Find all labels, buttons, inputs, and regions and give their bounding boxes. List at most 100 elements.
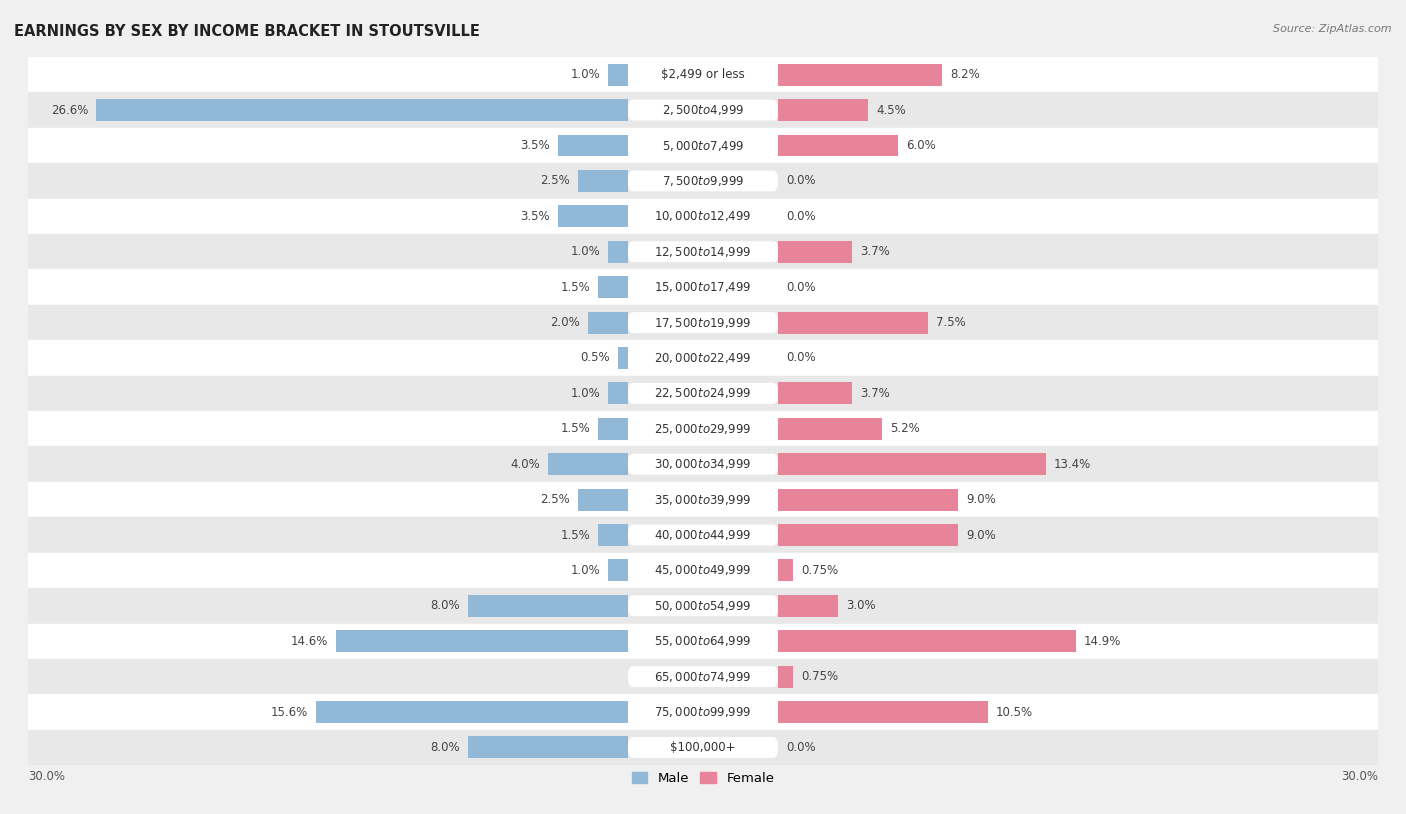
Text: $75,000 to $99,999: $75,000 to $99,999	[654, 705, 752, 719]
Bar	[28, 57, 1378, 92]
Text: Source: ZipAtlas.com: Source: ZipAtlas.com	[1274, 24, 1392, 34]
Bar	[28, 163, 1378, 199]
Bar	[316, 701, 628, 723]
Bar	[28, 375, 1378, 411]
Bar	[607, 63, 628, 85]
Bar	[28, 92, 1378, 128]
Bar	[28, 411, 1378, 446]
Text: 15.6%: 15.6%	[271, 706, 308, 719]
Bar	[578, 170, 628, 192]
FancyBboxPatch shape	[628, 312, 778, 333]
Bar	[778, 241, 852, 263]
Bar	[778, 524, 957, 546]
FancyBboxPatch shape	[628, 666, 778, 687]
Text: $5,000 to $7,499: $5,000 to $7,499	[662, 138, 744, 152]
Text: 0.0%: 0.0%	[786, 174, 815, 187]
Text: 14.9%: 14.9%	[1084, 635, 1122, 648]
Bar	[28, 269, 1378, 304]
Text: 1.0%: 1.0%	[571, 564, 600, 577]
Text: $50,000 to $54,999: $50,000 to $54,999	[654, 599, 752, 613]
Bar	[28, 588, 1378, 624]
FancyBboxPatch shape	[628, 631, 778, 652]
Bar	[778, 312, 928, 334]
Bar	[778, 595, 838, 617]
FancyBboxPatch shape	[628, 277, 778, 298]
Text: $20,000 to $22,499: $20,000 to $22,499	[654, 351, 752, 365]
FancyBboxPatch shape	[628, 64, 778, 85]
Text: 0.0%: 0.0%	[786, 210, 815, 223]
Text: 1.0%: 1.0%	[571, 387, 600, 400]
Text: EARNINGS BY SEX BY INCOME BRACKET IN STOUTSVILLE: EARNINGS BY SEX BY INCOME BRACKET IN STO…	[14, 24, 479, 39]
Bar	[468, 737, 628, 759]
Bar	[28, 659, 1378, 694]
Text: $30,000 to $34,999: $30,000 to $34,999	[654, 457, 752, 471]
Text: 3.5%: 3.5%	[520, 139, 550, 152]
Bar	[558, 205, 628, 227]
FancyBboxPatch shape	[628, 383, 778, 404]
Bar	[778, 63, 942, 85]
Text: 5.2%: 5.2%	[890, 422, 920, 435]
Bar	[778, 418, 882, 440]
Bar	[558, 134, 628, 156]
Bar	[778, 488, 957, 510]
FancyBboxPatch shape	[628, 524, 778, 545]
Bar	[578, 488, 628, 510]
FancyBboxPatch shape	[628, 595, 778, 616]
Bar	[28, 482, 1378, 518]
FancyBboxPatch shape	[628, 241, 778, 262]
Bar	[778, 630, 1076, 652]
FancyBboxPatch shape	[628, 453, 778, 475]
Text: 7.5%: 7.5%	[936, 316, 966, 329]
Text: $12,500 to $14,999: $12,500 to $14,999	[654, 245, 752, 259]
Text: 1.5%: 1.5%	[560, 281, 591, 294]
Legend: Male, Female: Male, Female	[626, 767, 780, 790]
Text: 6.0%: 6.0%	[905, 139, 936, 152]
FancyBboxPatch shape	[628, 560, 778, 581]
Bar	[28, 518, 1378, 553]
Bar	[336, 630, 628, 652]
Bar	[778, 559, 793, 581]
Text: $7,500 to $9,999: $7,500 to $9,999	[662, 174, 744, 188]
Bar	[588, 312, 628, 334]
Text: $22,500 to $24,999: $22,500 to $24,999	[654, 387, 752, 400]
Text: $35,000 to $39,999: $35,000 to $39,999	[654, 492, 752, 506]
Text: 1.0%: 1.0%	[571, 68, 600, 81]
Text: 9.0%: 9.0%	[966, 528, 995, 541]
Text: 30.0%: 30.0%	[1341, 771, 1378, 783]
Text: $55,000 to $64,999: $55,000 to $64,999	[654, 634, 752, 648]
Text: $100,000+: $100,000+	[671, 741, 735, 754]
Bar	[778, 134, 898, 156]
Text: 2.0%: 2.0%	[550, 316, 581, 329]
Bar	[778, 453, 1046, 475]
FancyBboxPatch shape	[628, 135, 778, 156]
FancyBboxPatch shape	[628, 737, 778, 758]
Text: 3.5%: 3.5%	[520, 210, 550, 223]
Text: $65,000 to $74,999: $65,000 to $74,999	[654, 670, 752, 684]
Bar	[598, 418, 628, 440]
Text: 4.0%: 4.0%	[510, 457, 540, 470]
Text: $2,499 or less: $2,499 or less	[661, 68, 745, 81]
Bar	[778, 666, 793, 688]
Text: 13.4%: 13.4%	[1054, 457, 1091, 470]
Bar	[96, 99, 628, 121]
Text: 2.5%: 2.5%	[540, 174, 569, 187]
Text: 0.75%: 0.75%	[801, 564, 838, 577]
Text: 8.0%: 8.0%	[430, 741, 460, 754]
Text: 8.0%: 8.0%	[430, 599, 460, 612]
Bar	[598, 524, 628, 546]
Text: 1.5%: 1.5%	[560, 422, 591, 435]
Bar	[607, 383, 628, 405]
Text: $25,000 to $29,999: $25,000 to $29,999	[654, 422, 752, 435]
Text: $2,500 to $4,999: $2,500 to $4,999	[662, 103, 744, 117]
FancyBboxPatch shape	[628, 99, 778, 120]
Bar	[778, 383, 852, 405]
Bar	[28, 446, 1378, 482]
Text: 0.0%: 0.0%	[786, 352, 815, 365]
Bar	[28, 340, 1378, 375]
Bar	[778, 701, 988, 723]
FancyBboxPatch shape	[628, 702, 778, 723]
Text: 3.7%: 3.7%	[860, 245, 890, 258]
Text: 26.6%: 26.6%	[51, 103, 89, 116]
Bar	[548, 453, 628, 475]
Text: 1.5%: 1.5%	[560, 528, 591, 541]
